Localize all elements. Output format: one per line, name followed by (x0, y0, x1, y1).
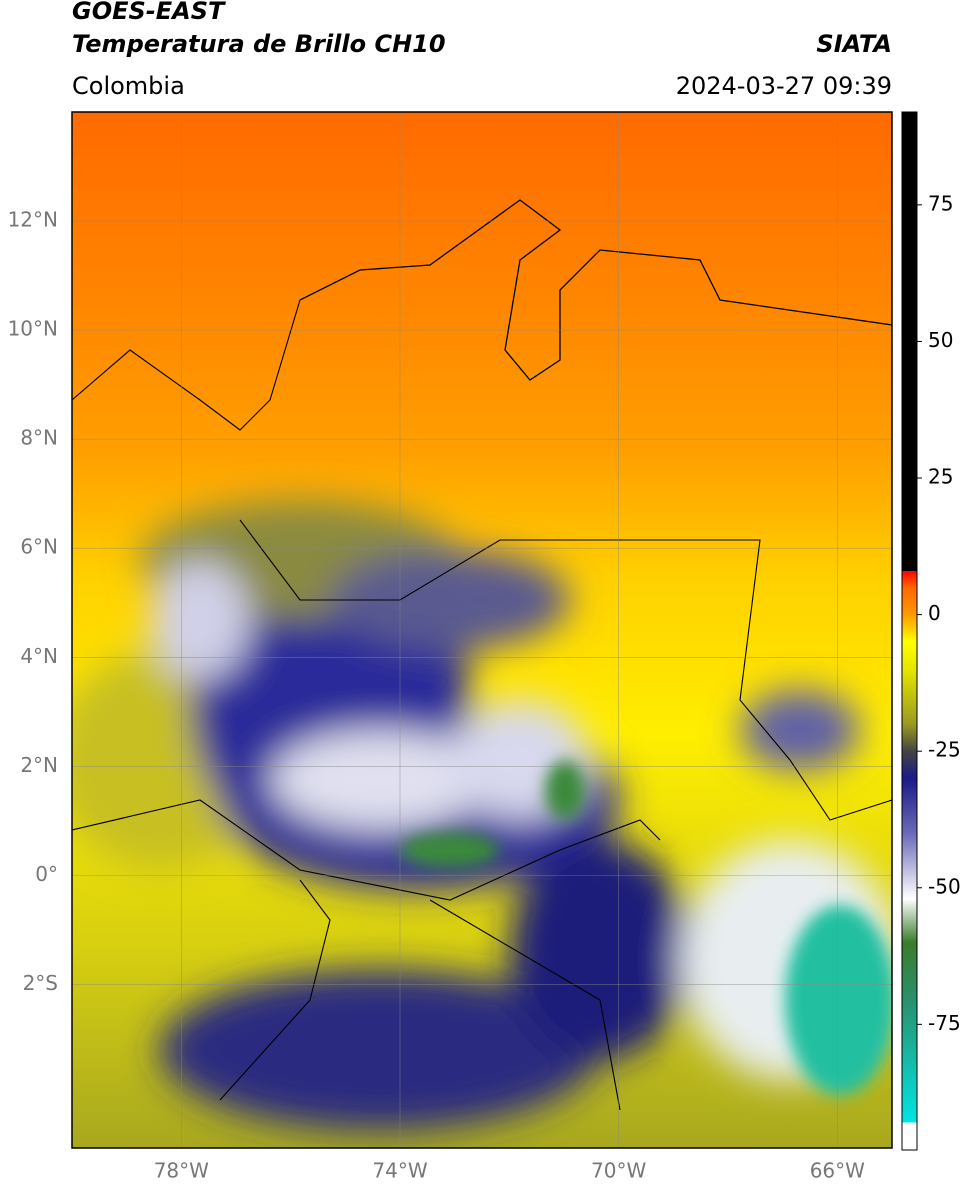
x-tick-label: 78°W (154, 1159, 209, 1183)
colorbar-tick-label: -25 (928, 738, 961, 762)
colorbar-tick-label: 75 (928, 191, 953, 215)
y-tick-label: 12°N (8, 208, 58, 232)
colorbar-tick-label: -75 (928, 1011, 961, 1035)
datetime: 2024-03-27 09:39 (676, 72, 892, 100)
map-frame (71, 111, 893, 1149)
colorbar-tick-label: 0 (928, 601, 941, 625)
y-tick-label: 10°N (8, 317, 58, 341)
title: GOES-EAST (72, 0, 226, 25)
y-tick-label: 2°N (20, 753, 58, 777)
satellite-image (72, 112, 892, 1148)
colorbar-tick-label: 50 (928, 328, 953, 352)
subtitle: Temperatura de Brillo CH10 (72, 30, 446, 58)
source: SIATA (816, 30, 892, 58)
y-tick-label: 2°S (23, 971, 58, 995)
region: Colombia (72, 72, 185, 100)
y-tick-label: 6°N (20, 535, 58, 559)
y-tick-label: 0° (35, 862, 58, 886)
y-tick-label: 8°N (20, 426, 58, 450)
x-tick-label: 74°W (372, 1159, 427, 1183)
colorbar-tick-label: 25 (928, 465, 953, 489)
colorbar-tick-label: -50 (928, 874, 961, 898)
x-tick-label: 70°W (591, 1159, 646, 1183)
colorbar (901, 111, 918, 1151)
y-tick-label: 4°N (20, 644, 58, 668)
x-tick-label: 66°W (810, 1159, 865, 1183)
